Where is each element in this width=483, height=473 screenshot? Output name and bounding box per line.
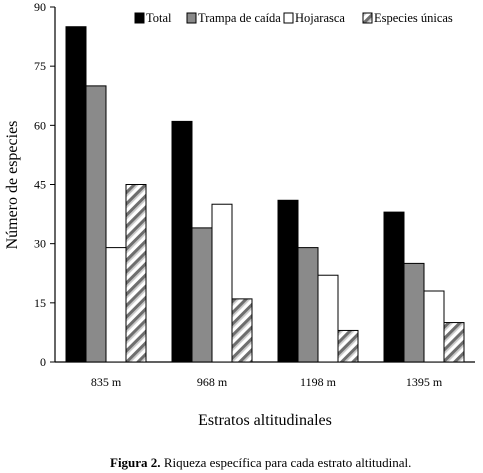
bar-especies-nicas-3: [443, 322, 465, 363]
bar-trampa-de-ca-da-1: [191, 227, 213, 363]
legend-label: Especies únicas: [374, 11, 453, 25]
bar-hojarasca-3: [423, 290, 445, 363]
caption-text: Riqueza específica para cada estrato alt…: [160, 455, 412, 470]
bar-especies-nicas-2: [337, 329, 359, 363]
bar-trampa-de-ca-da-2: [297, 247, 319, 363]
x-tick-label: 968 m: [197, 375, 228, 389]
bar-hojarasca-0: [105, 247, 127, 363]
bar-especies-nicas-0: [125, 184, 147, 363]
x-tick-label: 1198 m: [300, 375, 337, 389]
legend-swatch: [283, 12, 294, 24]
caption-label: Figura 2.: [110, 455, 161, 470]
bar-total-0: [65, 26, 87, 363]
bar-total-2: [277, 199, 299, 363]
x-tick-label: 1395 m: [406, 375, 443, 389]
legend-swatch: [134, 12, 145, 24]
legend-swatch: [186, 12, 197, 24]
legend-label: Hojarasca: [295, 11, 345, 25]
y-ticks: 0 15 30 45 60 75 90: [34, 0, 55, 369]
y-tick-label: 15: [34, 296, 46, 310]
figure-caption: Figura 2. Riqueza específica para cada e…: [110, 455, 483, 471]
y-axis-label: Número de especies: [4, 121, 21, 250]
y-tick-label: 45: [34, 178, 46, 192]
bar-hojarasca-2: [317, 274, 339, 363]
bar-total-1: [171, 120, 193, 363]
bars: [65, 26, 465, 363]
y-tick-label: 30: [34, 237, 46, 251]
y-tick-label: 0: [40, 355, 46, 369]
bar-total-3: [383, 211, 405, 363]
legend-label: Trampa de caída: [198, 11, 281, 25]
legend: Total Trampa de caída Hojarasca Especies ún…: [134, 11, 453, 25]
y-tick-label: 75: [34, 59, 46, 73]
y-tick-label: 60: [34, 118, 46, 132]
x-tick-label: 835 m: [91, 375, 122, 389]
x-ticks: 835 m 968 m 1198 m 1395 m: [91, 375, 443, 389]
bar-trampa-de-ca-da-0: [85, 85, 107, 363]
bar-trampa-de-ca-da-3: [403, 262, 425, 363]
y-tick-label: 90: [34, 0, 46, 14]
legend-swatch: [362, 12, 373, 24]
x-axis-label: Estratos altitudinales: [198, 412, 332, 429]
bar-especies-nicas-1: [231, 298, 253, 363]
bar-hojarasca-1: [211, 203, 233, 363]
legend-label: Total: [146, 11, 172, 25]
